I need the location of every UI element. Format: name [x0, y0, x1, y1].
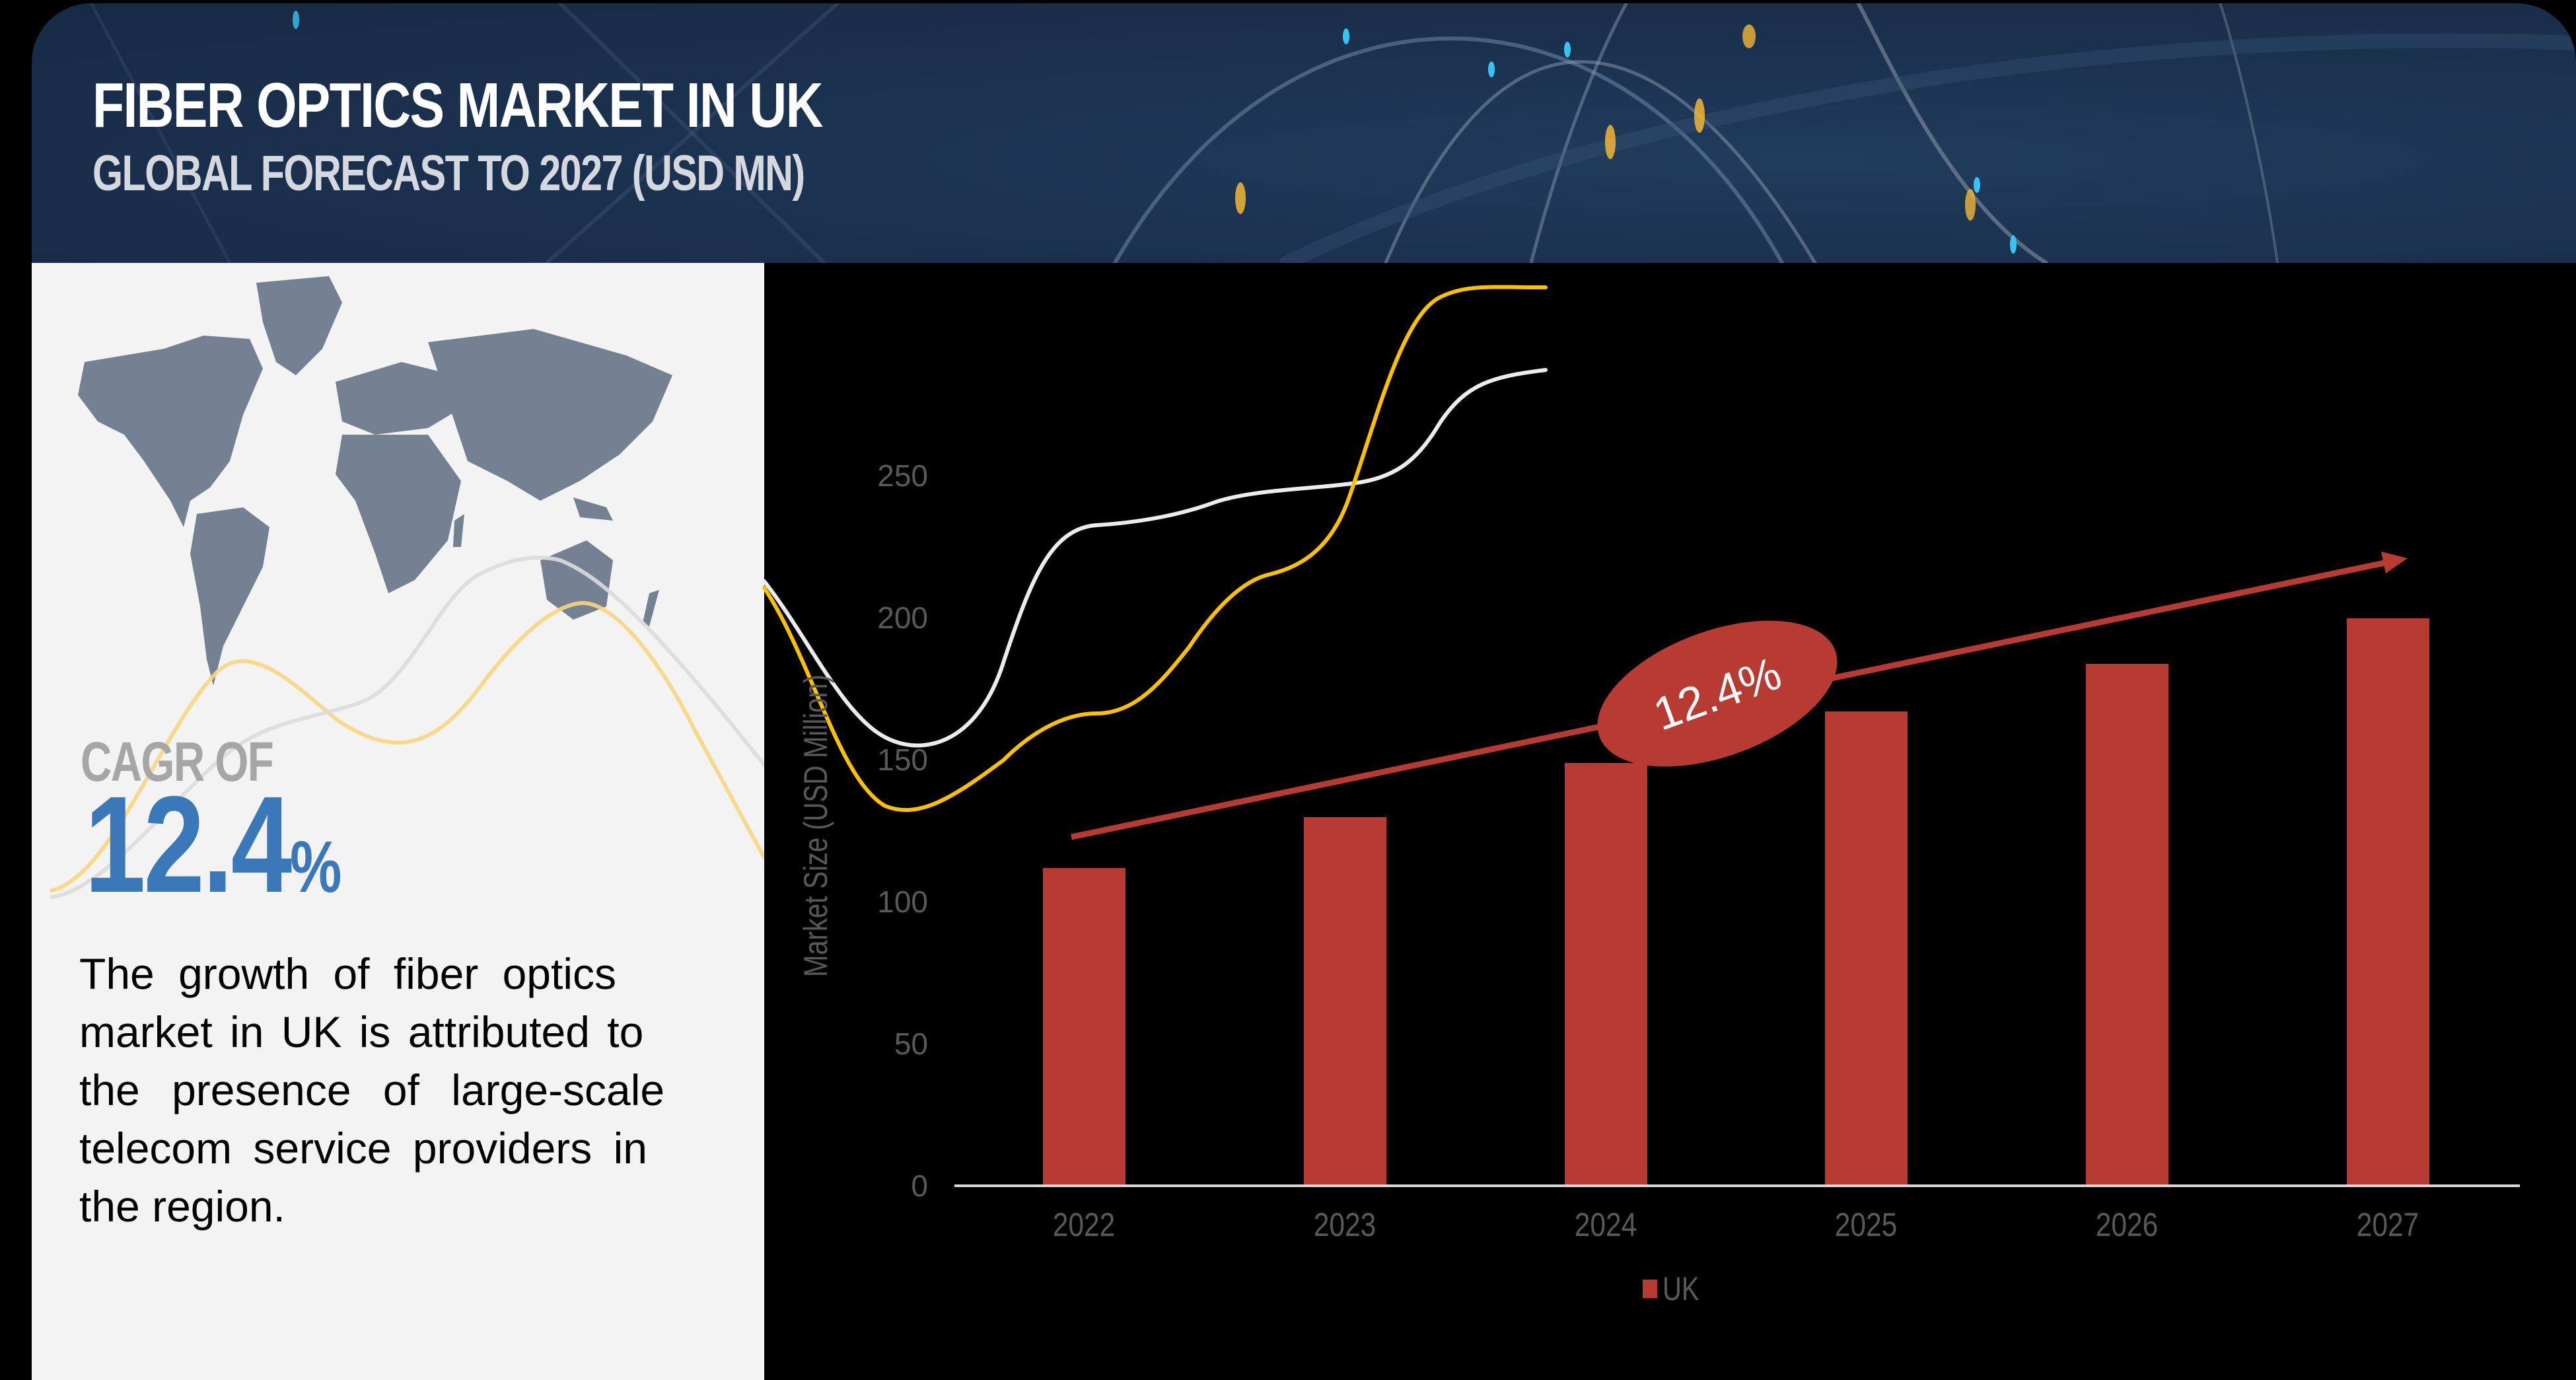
x-tick: 2023: [1313, 1206, 1377, 1243]
legend-swatch-icon: [1643, 1280, 1657, 1298]
bar-2024: [1565, 763, 1647, 1186]
y-tick: 200: [877, 600, 928, 635]
y-tick: 50: [894, 1027, 928, 1061]
fiber-optic-decoration-icon: [89, 3, 2576, 263]
legend-label: UK: [1663, 1270, 1699, 1307]
description-line: market in UK is attributed to: [79, 1007, 644, 1056]
page-subtitle: GLOBAL FORECAST TO 2027 (USD MN): [92, 145, 805, 201]
summary-panel: CAGR OF 12.4% The growth of fiber optics…: [32, 263, 764, 1380]
cagr-label: CAGR OF: [81, 731, 274, 793]
description-line: telecom service providers in: [79, 1124, 647, 1173]
bar-2026: [2086, 664, 2168, 1186]
y-tick: 0: [911, 1169, 928, 1203]
y-tick: 250: [877, 458, 928, 493]
world-map-icon: [50, 276, 764, 899]
y-axis-label: Market Size (USD Million): [797, 674, 834, 977]
cagr-value: 12.4%: [85, 776, 341, 914]
bar-2027: [2347, 618, 2429, 1186]
bar-2023: [1304, 817, 1386, 1186]
description-text: The growth of fiber optics market in UK …: [79, 945, 720, 1235]
x-axis-line: [954, 1184, 2520, 1187]
y-tick: 100: [877, 885, 928, 919]
x-tick: 2026: [2095, 1206, 2159, 1243]
description-line: the presence of large-scale: [79, 1066, 665, 1114]
x-tick: 2024: [1574, 1206, 1637, 1243]
cagr-percent-sign: %: [290, 826, 341, 908]
chart-legend: UK: [1643, 1270, 1708, 1308]
description-line: The growth of fiber optics: [79, 949, 617, 998]
page-title: FIBER OPTICS MARKET IN UK: [92, 70, 823, 141]
x-tick: 2022: [1052, 1206, 1116, 1243]
cagr-number: 12.4: [85, 768, 292, 922]
x-tick: 2025: [1834, 1206, 1898, 1243]
description-line: the region.: [79, 1182, 285, 1231]
y-tick: 150: [877, 743, 928, 777]
header-banner: FIBER OPTICS MARKET IN UK GLOBAL FORECAS…: [32, 3, 2576, 265]
x-tick: 2027: [2356, 1206, 2419, 1243]
bar-2025: [1825, 711, 1908, 1186]
bar-2022: [1043, 868, 1126, 1186]
